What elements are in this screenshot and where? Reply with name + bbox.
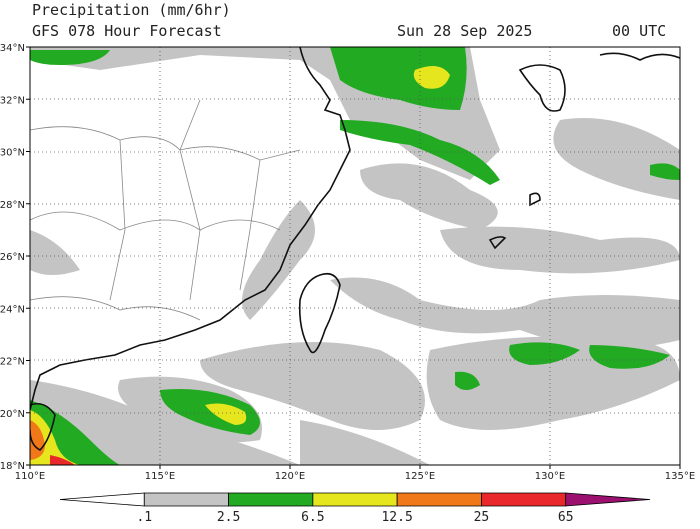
colorbar-label: 2.5 bbox=[217, 510, 240, 525]
colorbar-swatch bbox=[59, 492, 145, 507]
colorbar-label: 12.5 bbox=[381, 510, 412, 525]
colorbar-label: .1 bbox=[136, 510, 152, 525]
lon-label: 130°E bbox=[535, 471, 565, 482]
colorbar-swatch bbox=[481, 492, 567, 507]
colorbar-swatch bbox=[565, 492, 651, 507]
colorbar-swatch bbox=[312, 492, 398, 507]
title: Precipitation (mm/6hr) bbox=[32, 1, 231, 19]
lat-label: 22°N bbox=[0, 357, 25, 368]
lat-label: 26°N bbox=[0, 252, 25, 263]
colorbar-swatch bbox=[396, 492, 482, 507]
lon-label: 135°E bbox=[665, 471, 695, 482]
lon-label: 120°E bbox=[275, 471, 305, 482]
lon-label: 125°E bbox=[405, 471, 435, 482]
borders bbox=[30, 99, 301, 321]
forecast-time: 00 UTC bbox=[612, 22, 666, 40]
lat-label: 30°N bbox=[0, 148, 25, 159]
lat-label: 34°N bbox=[0, 43, 25, 54]
subtitle: GFS 078 Hour Forecast bbox=[32, 22, 222, 40]
colorbar-label: 6.5 bbox=[301, 510, 324, 525]
lat-label: 24°N bbox=[0, 304, 25, 315]
colorbar-label: 25 bbox=[474, 510, 490, 525]
forecast-date: Sun 28 Sep 2025 bbox=[397, 22, 532, 40]
colorbar-swatch bbox=[228, 492, 314, 507]
lon-label: 115°E bbox=[145, 471, 175, 482]
lon-label: 110°E bbox=[15, 471, 45, 482]
lat-label: 28°N bbox=[0, 200, 25, 211]
lat-label: 32°N bbox=[0, 95, 25, 106]
map bbox=[29, 46, 681, 466]
colorbar-label: 65 bbox=[558, 510, 574, 525]
colorbar-swatch bbox=[143, 492, 229, 507]
lat-label: 18°N bbox=[0, 461, 25, 472]
grid bbox=[30, 47, 680, 465]
lat-label: 20°N bbox=[0, 409, 25, 420]
coastline bbox=[30, 47, 680, 451]
